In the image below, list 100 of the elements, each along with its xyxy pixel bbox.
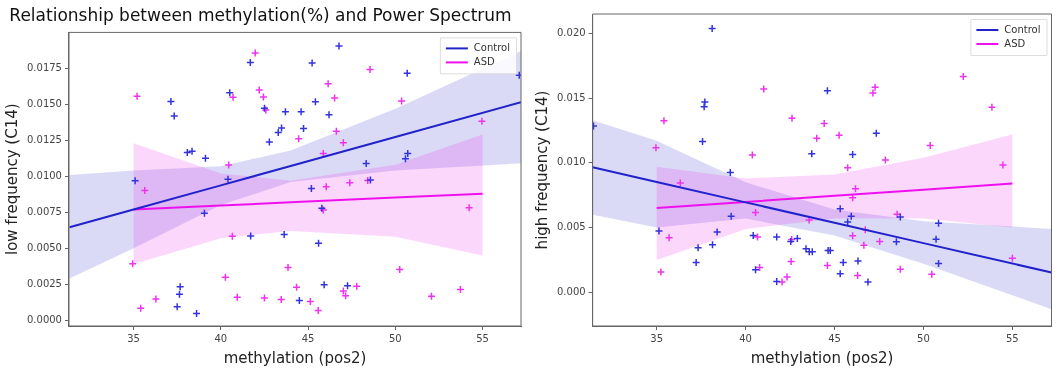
point — [759, 84, 768, 94]
x-tick-label: 55 — [476, 332, 489, 344]
point — [169, 111, 179, 121]
y-tick-label: 0.0025 — [26, 277, 62, 289]
point — [175, 289, 184, 299]
point — [276, 295, 286, 304]
point — [751, 265, 760, 275]
x-tick-label: 50 — [917, 332, 930, 344]
point — [807, 149, 816, 159]
point — [651, 143, 661, 153]
point — [223, 174, 233, 184]
point — [397, 96, 406, 106]
point — [835, 269, 845, 279]
point — [321, 182, 331, 192]
point — [324, 110, 334, 120]
point — [787, 114, 797, 123]
point — [277, 123, 286, 133]
point — [260, 293, 269, 303]
x-tick-label: 45 — [828, 332, 841, 344]
point — [464, 203, 474, 213]
y-tick-label: 0.000 — [556, 285, 586, 297]
x-axis-title: methylation (pos2) — [223, 348, 367, 367]
point — [273, 128, 283, 137]
point — [753, 232, 762, 242]
point — [307, 58, 317, 68]
point — [250, 48, 260, 58]
point — [998, 160, 1008, 170]
point — [927, 269, 937, 279]
point — [656, 267, 666, 277]
point — [228, 93, 238, 102]
point — [265, 137, 274, 147]
point — [225, 88, 234, 98]
point — [700, 97, 710, 107]
point — [332, 126, 341, 136]
point — [691, 258, 701, 267]
point — [851, 184, 860, 194]
point — [166, 97, 176, 106]
point — [259, 92, 268, 102]
point — [330, 93, 339, 103]
point — [931, 234, 941, 244]
y-tick-label: 0.010 — [556, 156, 586, 168]
point — [748, 150, 757, 160]
x-axis-title: methylation (pos2) — [750, 348, 894, 367]
point — [707, 24, 717, 33]
y-tick-label: 0.015 — [556, 91, 586, 103]
point — [863, 277, 873, 287]
point — [477, 116, 487, 126]
point — [726, 212, 736, 221]
point — [693, 243, 703, 252]
point — [232, 293, 242, 302]
y-tick-label: 0.020 — [556, 27, 586, 39]
point — [777, 277, 787, 287]
y-tick-label: 0.0075 — [26, 205, 62, 217]
legend-label: ASD — [473, 55, 496, 67]
point — [313, 306, 323, 315]
point — [172, 302, 182, 311]
point — [224, 160, 233, 170]
point — [283, 263, 293, 272]
point — [654, 226, 664, 236]
x-tick-label: 40 — [739, 332, 752, 344]
point — [934, 218, 943, 228]
point — [246, 231, 255, 241]
point — [254, 85, 264, 95]
point — [130, 176, 140, 185]
point — [200, 208, 209, 218]
y-axis-title: high frequency (C14) — [532, 90, 551, 250]
point — [748, 231, 758, 240]
point — [896, 264, 905, 274]
point — [201, 153, 210, 163]
point — [352, 282, 362, 291]
point — [296, 107, 306, 116]
point — [345, 178, 355, 187]
point — [859, 241, 869, 250]
x-tick-label: 35 — [650, 332, 664, 344]
point — [676, 178, 685, 188]
legend-label: Control — [473, 41, 511, 53]
point — [175, 282, 185, 291]
x-tick-label: 45 — [301, 332, 315, 344]
chart-title: Relationship between methylation(%) and Power Spectrum — [9, 4, 512, 25]
y-tick-label: 0.0125 — [26, 133, 62, 145]
point — [221, 272, 230, 282]
point — [151, 294, 161, 304]
point — [339, 138, 348, 148]
point — [279, 230, 289, 239]
point — [402, 68, 412, 78]
x-tick-label: 55 — [1006, 332, 1019, 344]
y-tick-label: 0.005 — [556, 221, 586, 233]
point — [334, 41, 344, 51]
legend-label: Control — [1004, 23, 1041, 35]
point — [314, 239, 323, 248]
legend-label: ASD — [1004, 37, 1026, 49]
point — [664, 233, 674, 243]
point — [294, 134, 303, 144]
point — [361, 159, 371, 168]
y-tick-label: 0.0100 — [26, 169, 62, 181]
y-tick-label: 0.0050 — [26, 241, 62, 253]
point — [319, 280, 329, 289]
point — [870, 83, 880, 92]
point — [853, 256, 863, 266]
point — [868, 88, 878, 98]
